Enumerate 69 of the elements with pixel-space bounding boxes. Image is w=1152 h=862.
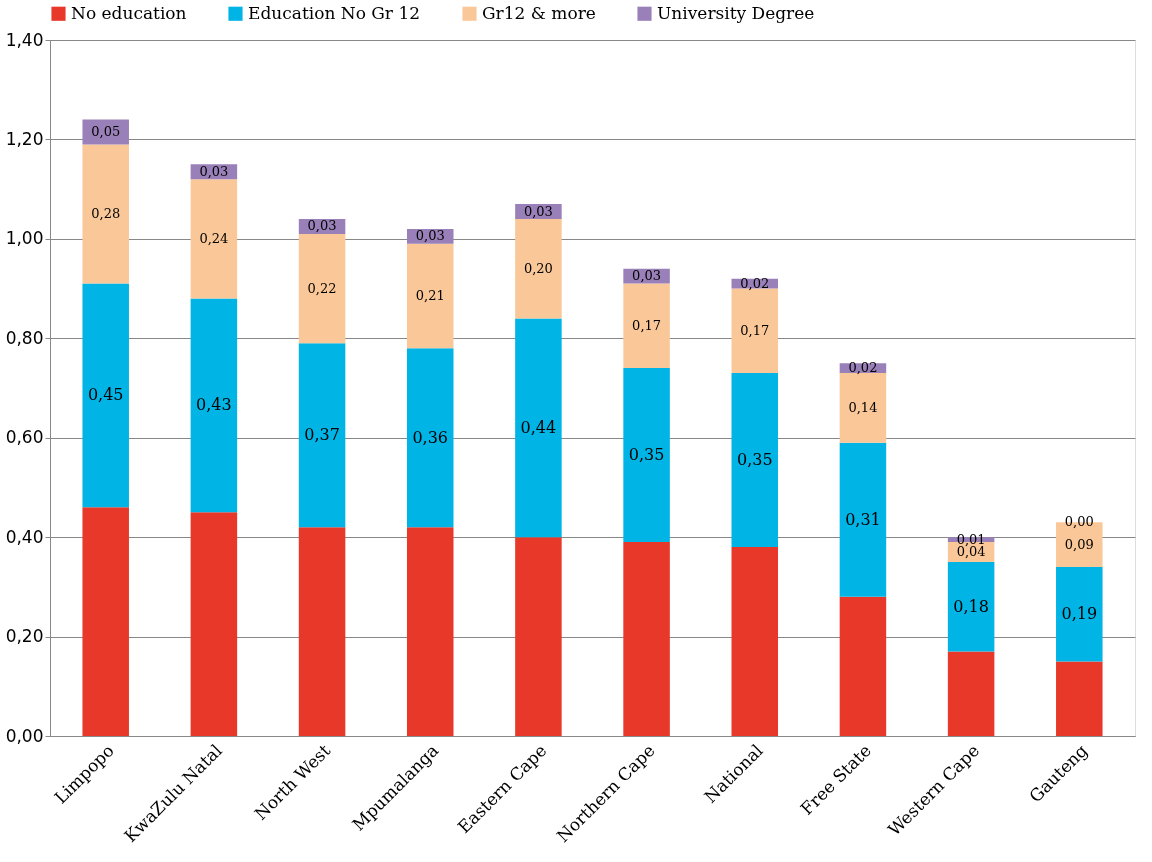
data-label: 0,18	[953, 596, 989, 616]
data-label: 0,03	[632, 268, 662, 284]
bar	[298, 343, 346, 528]
y-tick-label: 1,00	[5, 228, 44, 249]
legend-label: University Degree	[657, 2, 815, 23]
legend-label: Education No Gr 12	[248, 2, 421, 23]
data-label: 0,09	[1064, 536, 1094, 552]
bar	[947, 562, 995, 652]
data-label: 0,02	[740, 275, 770, 291]
y-tick-label: 0,00	[5, 725, 44, 746]
bar	[839, 373, 887, 443]
data-label: 0,35	[736, 450, 773, 470]
y-tick-label: 1,40	[5, 29, 44, 50]
bar	[515, 218, 562, 319]
bar	[515, 537, 562, 736]
bar	[623, 542, 670, 736]
data-label: 0,24	[199, 230, 229, 246]
data-label: 0,05	[91, 123, 121, 139]
data-label: 0,35	[628, 445, 665, 465]
bar	[190, 512, 238, 736]
legend-label: No education	[71, 2, 187, 23]
data-label: 0,03	[199, 163, 229, 179]
bar	[1056, 661, 1103, 736]
data-label: 0,19	[1061, 604, 1098, 624]
bar	[839, 596, 887, 736]
data-label: 0,04	[956, 544, 986, 560]
y-tick-label: 0,80	[5, 327, 44, 348]
y-tick-label: 1,20	[5, 128, 44, 149]
bar	[515, 318, 562, 538]
data-label: 0,03	[415, 228, 445, 244]
bar	[947, 651, 995, 736]
data-label: 0,21	[415, 288, 445, 304]
data-label: 0,36	[412, 427, 449, 447]
bar	[623, 368, 670, 543]
bar	[298, 527, 346, 736]
bar	[1056, 566, 1103, 662]
bar	[82, 144, 129, 284]
bar	[406, 243, 454, 349]
data-label: 0,22	[307, 280, 337, 296]
y-tick-label: 0,40	[5, 526, 44, 547]
data-label: 0,45	[87, 385, 124, 405]
data-label: 0,44	[520, 417, 557, 437]
y-tick-label: 0,60	[5, 427, 44, 448]
bar	[731, 373, 779, 548]
data-label: 0,17	[632, 317, 662, 333]
bar	[623, 283, 670, 369]
data-label: 0,14	[848, 399, 878, 415]
data-label: 0,20	[523, 260, 553, 276]
data-label: 0,00	[1064, 514, 1094, 530]
bar	[298, 233, 346, 344]
bar	[82, 283, 129, 508]
bar	[731, 288, 779, 374]
bar	[406, 527, 454, 736]
data-label: 0,37	[304, 425, 340, 445]
bar	[190, 298, 238, 513]
bar	[731, 547, 779, 736]
data-label: 0,28	[91, 206, 121, 221]
bar	[190, 179, 238, 299]
legend-label: Gr12 & more	[482, 2, 596, 23]
data-label: 0,03	[307, 218, 337, 234]
data-label: 0,31	[845, 509, 881, 529]
bar	[406, 348, 454, 528]
data-label: 0,03	[523, 203, 553, 219]
bar	[839, 442, 887, 597]
bar	[82, 507, 129, 736]
data-label: 0,43	[196, 395, 232, 415]
y-tick-label: 0,20	[5, 626, 44, 647]
data-label: 0,17	[740, 322, 770, 338]
data-label: 0,02	[848, 360, 878, 376]
